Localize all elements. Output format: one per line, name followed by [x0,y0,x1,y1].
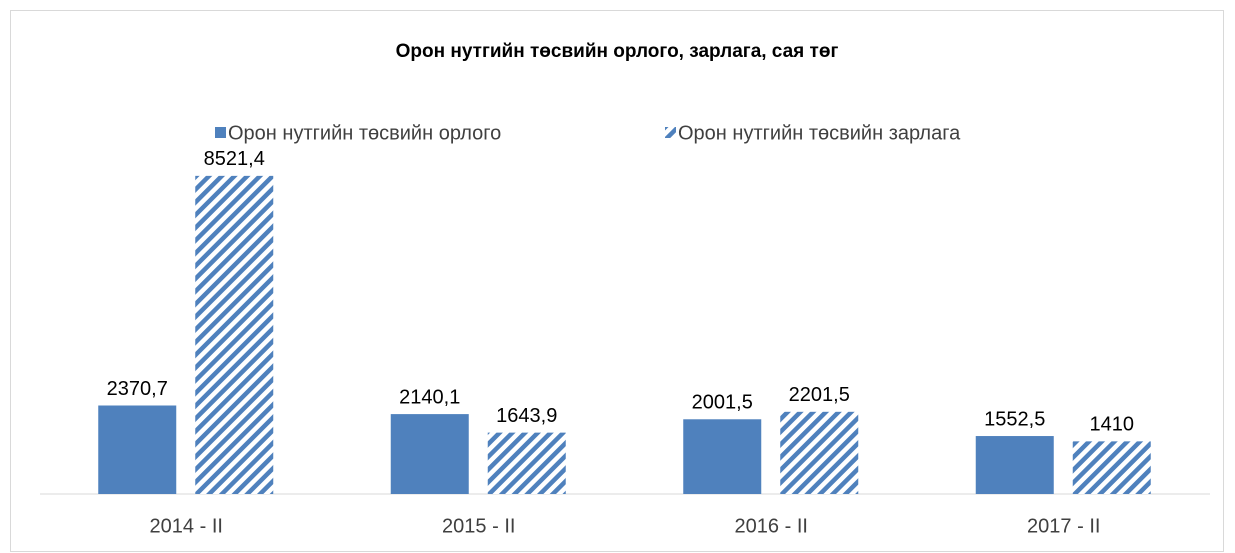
x-tick-label: 2015 - II [442,515,515,537]
value-label: 1410 [1090,414,1135,436]
legend-swatch [215,127,226,138]
value-label: 1643,9 [496,405,557,427]
bar [98,405,177,494]
legend-label: Орон нутгийн төсвийн зарлага [678,122,961,144]
bar [683,419,762,494]
x-tick-label: 2017 - II [1027,515,1100,537]
bar [975,436,1054,494]
value-label: 2370,7 [107,378,168,400]
bar [780,411,859,494]
bar [195,175,274,494]
value-label: 2201,5 [789,384,850,406]
chart-title: Орон нутгийн төсвийн орлого, зарлага, са… [396,41,839,62]
legend-label: Орон нутгийн төсвийн орлого [228,122,501,144]
x-tick-label: 2014 - II [150,515,223,537]
value-label: 1552,5 [984,408,1045,430]
x-tick-label: 2016 - II [735,515,808,537]
bar [390,414,469,494]
value-label: 2001,5 [692,392,753,414]
value-label: 8521,4 [204,148,265,170]
value-label: 2140,1 [399,386,460,408]
bar [1072,441,1151,494]
legend-swatch [665,127,676,138]
bar [487,432,566,494]
